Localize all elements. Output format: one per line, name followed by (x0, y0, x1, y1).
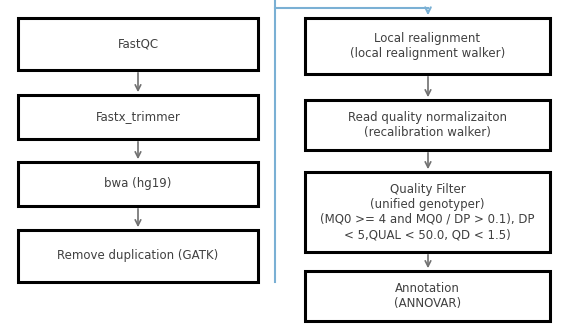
FancyBboxPatch shape (305, 172, 550, 252)
FancyBboxPatch shape (18, 95, 258, 139)
Text: Quality Filter
(unified genotyper)
(MQ0 >= 4 and MQ0 / DP > 0.1), DP
< 5,QUAL < : Quality Filter (unified genotyper) (MQ0 … (320, 183, 535, 241)
FancyBboxPatch shape (18, 18, 258, 70)
Text: FastQC: FastQC (118, 38, 159, 51)
FancyBboxPatch shape (305, 18, 550, 74)
Text: bwa (hg19): bwa (hg19) (104, 178, 172, 191)
Text: Annotation
(ANNOVAR): Annotation (ANNOVAR) (394, 282, 461, 310)
FancyBboxPatch shape (305, 271, 550, 321)
FancyBboxPatch shape (18, 230, 258, 282)
Text: Local realignment
(local realignment walker): Local realignment (local realignment wal… (350, 32, 505, 60)
FancyBboxPatch shape (305, 100, 550, 150)
Text: Fastx_trimmer: Fastx_trimmer (96, 111, 180, 124)
FancyBboxPatch shape (18, 162, 258, 206)
Text: Read quality normalizaiton
(recalibration walker): Read quality normalizaiton (recalibratio… (348, 111, 507, 139)
Text: Remove duplication (GATK): Remove duplication (GATK) (57, 250, 218, 263)
